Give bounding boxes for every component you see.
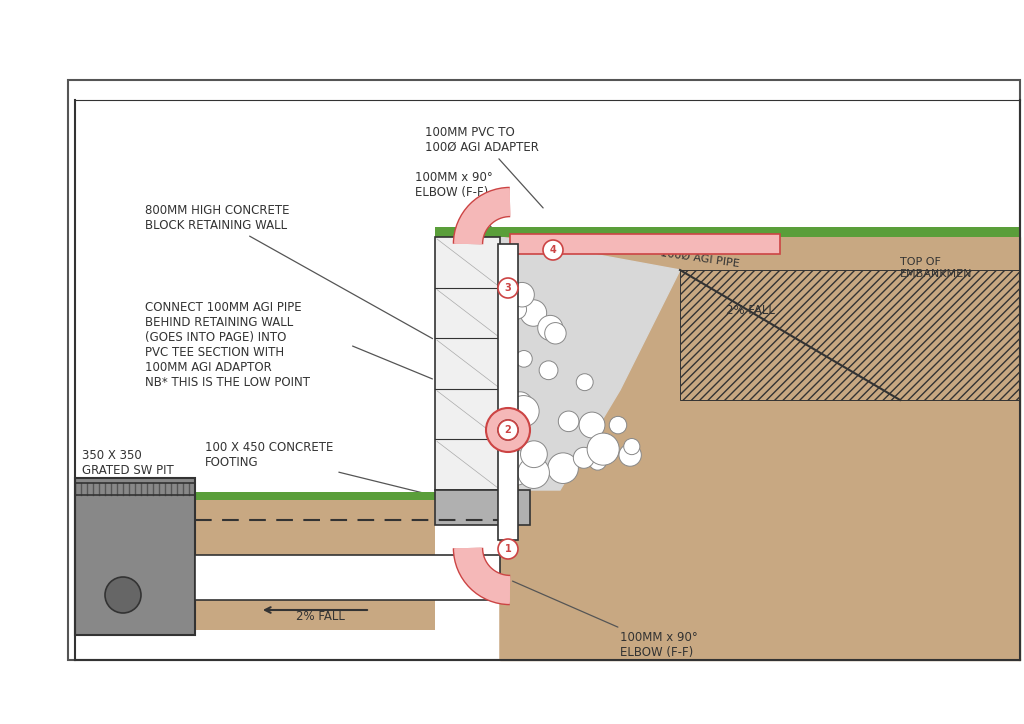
Circle shape bbox=[609, 416, 627, 434]
Circle shape bbox=[545, 323, 566, 344]
Bar bbox=[435, 490, 530, 525]
Circle shape bbox=[520, 441, 547, 468]
Text: TOP OF
EMBANKMEN: TOP OF EMBANKMEN bbox=[900, 257, 973, 279]
Circle shape bbox=[510, 282, 535, 307]
Text: 3: 3 bbox=[505, 283, 511, 293]
Bar bbox=[75, 500, 435, 630]
Circle shape bbox=[498, 420, 518, 440]
Text: 100Ø PVC PIPE: 100Ø PVC PIPE bbox=[276, 571, 364, 584]
Circle shape bbox=[501, 258, 517, 274]
Circle shape bbox=[498, 420, 518, 440]
Text: 100MM x 90°
ELBOW (F-F): 100MM x 90° ELBOW (F-F) bbox=[415, 171, 498, 235]
Polygon shape bbox=[500, 237, 680, 490]
Bar bbox=[195, 555, 500, 600]
Polygon shape bbox=[500, 237, 1020, 660]
Text: 2% FALL: 2% FALL bbox=[726, 303, 774, 316]
FancyBboxPatch shape bbox=[68, 80, 1020, 660]
Circle shape bbox=[508, 395, 540, 426]
Circle shape bbox=[558, 411, 579, 432]
Circle shape bbox=[587, 433, 620, 466]
Polygon shape bbox=[500, 270, 1020, 660]
Circle shape bbox=[498, 539, 518, 559]
Bar bbox=[498, 244, 518, 540]
Circle shape bbox=[539, 361, 558, 379]
Text: 100MM x 90°
ELBOW (F-F): 100MM x 90° ELBOW (F-F) bbox=[513, 581, 697, 659]
Circle shape bbox=[498, 278, 518, 298]
Circle shape bbox=[579, 412, 605, 438]
Bar bbox=[435, 237, 500, 490]
Text: CONNECT 100MM AGI PIPE
BEHIND RETAINING WALL
(GOES INTO PAGE) INTO
PVC TEE SECTI: CONNECT 100MM AGI PIPE BEHIND RETAINING … bbox=[145, 301, 310, 389]
Text: 100MM PVC TO
100Ø AGI ADAPTER: 100MM PVC TO 100Ø AGI ADAPTER bbox=[425, 126, 543, 208]
Bar bbox=[75, 478, 195, 635]
Circle shape bbox=[548, 452, 579, 484]
Text: 2: 2 bbox=[505, 425, 511, 435]
Circle shape bbox=[520, 300, 547, 327]
Text: 2% FALL: 2% FALL bbox=[296, 610, 344, 623]
Text: 4: 4 bbox=[550, 245, 556, 255]
Bar bbox=[510, 234, 780, 254]
Circle shape bbox=[573, 447, 594, 468]
Bar bbox=[435, 227, 1020, 237]
Circle shape bbox=[498, 450, 532, 485]
Text: 350 X 350
GRATED SW PIT: 350 X 350 GRATED SW PIT bbox=[82, 449, 174, 477]
Circle shape bbox=[507, 300, 526, 319]
Circle shape bbox=[518, 457, 550, 489]
Circle shape bbox=[589, 452, 606, 470]
Text: 1: 1 bbox=[505, 544, 511, 554]
Bar bbox=[75, 492, 435, 500]
Text: 100Ø AGI PIPE: 100Ø AGI PIPE bbox=[659, 248, 740, 269]
Text: 100 X 450 CONCRETE
FOOTING: 100 X 450 CONCRETE FOOTING bbox=[205, 441, 477, 506]
Circle shape bbox=[543, 240, 563, 260]
Text: 800MM HIGH CONCRETE
BLOCK RETAINING WALL: 800MM HIGH CONCRETE BLOCK RETAINING WALL bbox=[145, 204, 432, 339]
Circle shape bbox=[618, 444, 641, 466]
Circle shape bbox=[538, 316, 563, 340]
Circle shape bbox=[508, 392, 532, 416]
Circle shape bbox=[105, 577, 141, 613]
Circle shape bbox=[577, 374, 593, 391]
Circle shape bbox=[486, 408, 530, 452]
Circle shape bbox=[515, 350, 532, 367]
Circle shape bbox=[624, 439, 640, 455]
